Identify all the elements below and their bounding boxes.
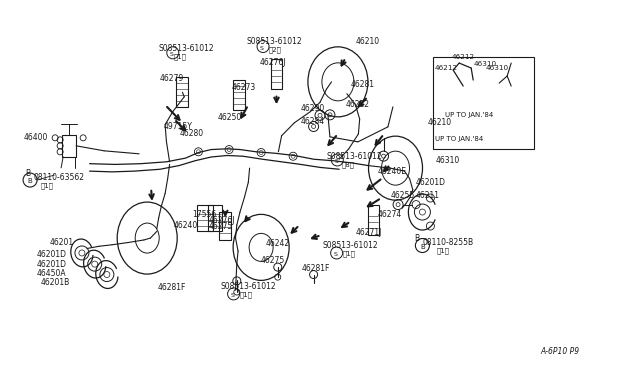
Text: 49715Y: 49715Y	[163, 122, 192, 131]
Text: S: S	[333, 252, 337, 257]
Text: 46240E: 46240E	[378, 167, 406, 176]
Text: 46274: 46274	[378, 210, 402, 219]
Bar	[233, 80, 244, 110]
Text: （8）: （8）	[342, 161, 355, 168]
Text: 46201: 46201	[50, 238, 74, 247]
Bar	[177, 77, 188, 107]
Text: 46281F: 46281F	[302, 264, 330, 273]
Bar	[220, 212, 231, 240]
Text: 46276J: 46276J	[259, 58, 285, 67]
Text: 46201D: 46201D	[37, 260, 67, 269]
Text: 46310: 46310	[485, 65, 508, 71]
Text: 46250: 46250	[218, 113, 242, 122]
Bar	[433, 57, 534, 149]
Text: 46211: 46211	[416, 191, 440, 200]
Text: 46275: 46275	[261, 256, 285, 265]
Text: 46271J: 46271J	[355, 228, 381, 237]
Bar	[62, 135, 76, 157]
Text: 46201D: 46201D	[37, 250, 67, 259]
Text: 08110-8255B: 08110-8255B	[422, 238, 474, 247]
Text: 46201B: 46201B	[41, 278, 70, 287]
Text: 46281F: 46281F	[157, 283, 186, 292]
Text: S08513-61012: S08513-61012	[323, 241, 378, 250]
Text: B: B	[420, 244, 425, 250]
Text: 46210: 46210	[355, 37, 380, 46]
Text: UP TO JAN.'84: UP TO JAN.'84	[445, 112, 493, 118]
Text: B: B	[28, 178, 33, 184]
Text: （1）: （1）	[436, 247, 449, 254]
Text: 46276J: 46276J	[209, 216, 235, 225]
Text: S: S	[230, 293, 234, 298]
Text: 46450A: 46450A	[37, 269, 67, 278]
Text: 46240: 46240	[174, 221, 198, 230]
Bar	[197, 205, 212, 231]
Text: 46201D: 46201D	[416, 178, 446, 187]
Text: 46275: 46275	[209, 222, 233, 231]
Text: 46400: 46400	[24, 133, 48, 142]
Text: 17556: 17556	[192, 210, 216, 219]
Text: S: S	[260, 45, 264, 51]
Text: 46290: 46290	[301, 105, 325, 113]
Text: 46212: 46212	[452, 54, 475, 60]
Text: S08513-61012: S08513-61012	[246, 38, 302, 46]
Text: B: B	[415, 234, 420, 243]
Text: （1）: （1）	[40, 182, 53, 189]
Text: （1）: （1）	[342, 251, 355, 257]
Text: A-6P10 P9: A-6P10 P9	[541, 347, 580, 356]
Text: S08513-61012: S08513-61012	[326, 152, 382, 161]
Text: （1）: （1）	[240, 291, 253, 298]
Text: B: B	[26, 169, 31, 178]
Text: S08513-61012: S08513-61012	[221, 282, 276, 291]
Text: 46255: 46255	[390, 191, 415, 200]
Text: 46212: 46212	[435, 65, 458, 71]
Text: 46310: 46310	[474, 61, 497, 67]
Text: 46310: 46310	[435, 156, 460, 165]
Text: 46273: 46273	[232, 83, 256, 92]
Text: 46242: 46242	[266, 240, 290, 248]
Text: （2）: （2）	[269, 46, 282, 53]
Text: 08110-63562: 08110-63562	[33, 173, 84, 182]
Bar	[208, 205, 222, 231]
Text: 46279: 46279	[160, 74, 184, 83]
Text: S08513-61012: S08513-61012	[159, 44, 214, 53]
Text: 46210: 46210	[428, 118, 452, 127]
Text: S: S	[170, 52, 173, 57]
Text: 46212: 46212	[346, 100, 370, 109]
Text: （1）: （1）	[174, 54, 187, 60]
Bar	[271, 59, 282, 89]
Text: UP TO JAN.'84: UP TO JAN.'84	[435, 136, 483, 142]
Text: S: S	[334, 159, 338, 164]
Text: 46281: 46281	[351, 80, 375, 89]
Text: 46284: 46284	[301, 118, 325, 126]
Bar	[367, 205, 379, 235]
Text: 46280: 46280	[179, 129, 204, 138]
